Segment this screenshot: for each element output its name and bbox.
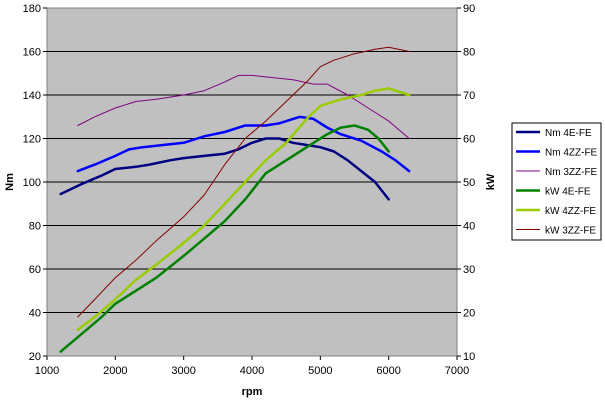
y-right-tick-label: 70 xyxy=(463,90,475,102)
y-left-tick-label: 40 xyxy=(29,308,41,320)
axis-ticks: 20 40 60 80 100 120 140 160 180 10 20 30 40 50 60 70 80 9… xyxy=(23,3,476,377)
y-right-tick-label: 80 xyxy=(463,47,475,59)
x-tick-label: 1000 xyxy=(35,365,59,377)
series-group xyxy=(59,46,411,353)
y-right-tick-label: 90 xyxy=(463,3,475,15)
series-line-kw-4e-fe xyxy=(59,124,390,353)
y-left-tick-label: 100 xyxy=(23,177,41,189)
legend-label: Nm 4ZZ-FE xyxy=(545,148,598,159)
series-line-kw-4zz-fe xyxy=(76,87,411,332)
y-left-tick-label: 120 xyxy=(23,134,41,146)
x-axis-title: rpm xyxy=(242,386,263,398)
legend-label: Nm 4E-FE xyxy=(545,128,592,139)
y-right-tick-label: 60 xyxy=(463,134,475,146)
gridlines xyxy=(47,51,457,313)
y-axis-left-title: Nm xyxy=(4,173,16,191)
y-left-tick-label: 60 xyxy=(29,264,41,276)
legend-label: kW 4E-FE xyxy=(545,187,591,198)
x-tick-label: 6000 xyxy=(376,365,400,377)
x-tick-label: 3000 xyxy=(171,365,195,377)
y-left-tick-label: 140 xyxy=(23,90,41,102)
legend-label: kW 3ZZ-FE xyxy=(545,226,596,237)
series-line-nm-4e-fe xyxy=(59,137,390,201)
x-tick-label: 5000 xyxy=(308,365,332,377)
y-left-tick-label: 20 xyxy=(29,351,41,363)
x-tick-label: 4000 xyxy=(240,365,264,377)
y-axis-right-title: kW xyxy=(485,173,497,190)
y-right-tick-label: 40 xyxy=(463,221,475,233)
series-line-kw-3zz-fe xyxy=(77,46,410,318)
y-right-tick-label: 20 xyxy=(463,308,475,320)
legend-items: Nm 4E-FE Nm 4ZZ-FE Nm 3ZZ-FE kW 4E-FE kW 4ZZ… xyxy=(516,128,598,237)
series-line-nm-4zz-fe xyxy=(76,115,411,173)
legend-label: Nm 3ZZ-FE xyxy=(545,167,598,178)
y-right-tick-label: 10 xyxy=(463,351,475,363)
legend-label: kW 4ZZ-FE xyxy=(545,206,596,217)
x-tick-label: 7000 xyxy=(445,365,469,377)
y-left-tick-label: 160 xyxy=(23,47,41,59)
legend-box xyxy=(511,122,602,241)
legend: Nm 4E-FE Nm 4ZZ-FE Nm 3ZZ-FE kW 4E-FE kW 4ZZ… xyxy=(511,122,602,241)
y-left-tick-label: 180 xyxy=(23,3,41,15)
y-left-tick-label: 80 xyxy=(29,221,41,233)
x-tick-label: 2000 xyxy=(103,365,127,377)
y-right-tick-label: 50 xyxy=(463,177,475,189)
y-right-tick-label: 30 xyxy=(463,264,475,276)
